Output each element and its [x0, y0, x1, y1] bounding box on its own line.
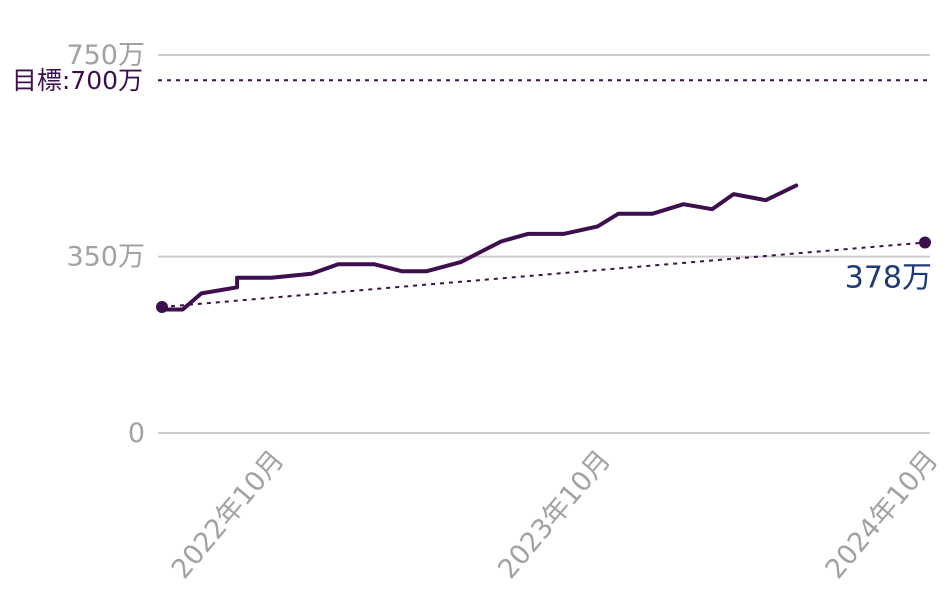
- trend-line: [161, 241, 926, 308]
- target-label: 目標:700万: [12, 66, 143, 95]
- x-tick-label: 2022年10月: [166, 445, 291, 585]
- y-tick-label: 0: [128, 418, 145, 449]
- trend-start-point: [156, 301, 168, 313]
- x-tick-label: 2023年10月: [492, 445, 617, 585]
- y-tick-label: 750万: [66, 40, 145, 71]
- trend-end-point: [919, 236, 931, 249]
- end-value-label: 378万: [845, 260, 932, 295]
- y-tick-label: 350万: [66, 242, 145, 273]
- actual-line: [160, 183, 799, 312]
- x-tick-label: 2024年10月: [820, 445, 945, 585]
